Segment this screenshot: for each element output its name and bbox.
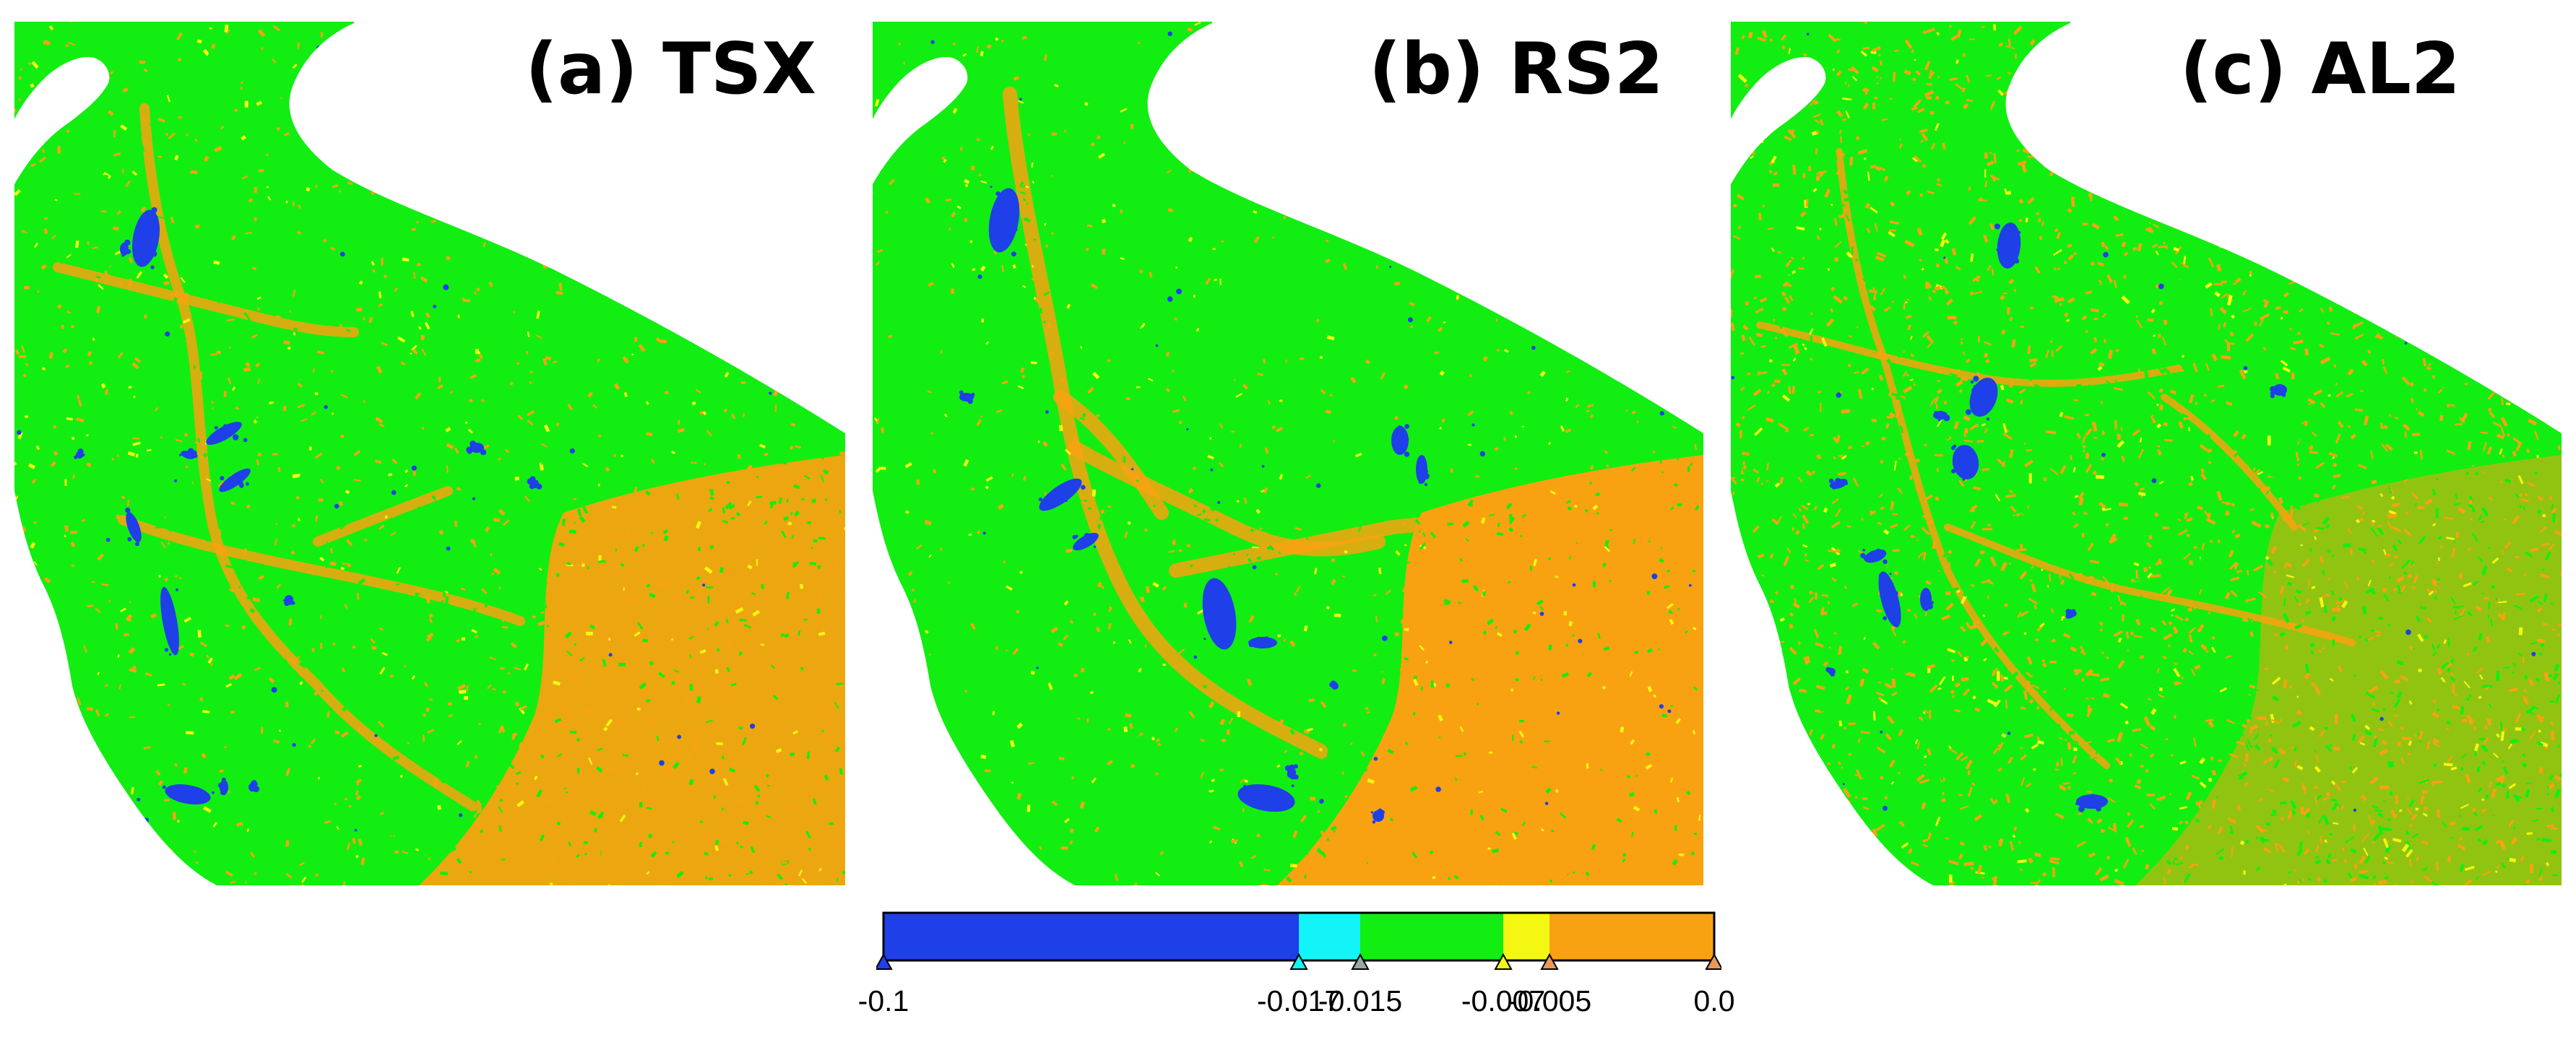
legend-tick-label: -0.007 <box>1461 984 1546 1018</box>
legend-tick-marker <box>876 953 893 970</box>
drainage-channel <box>1003 87 1328 758</box>
legend-tick-marker <box>1494 953 1513 970</box>
map-al2 <box>1731 22 2562 885</box>
legend-class-swatch <box>883 913 1299 960</box>
legend-tick-label: -0.1 <box>857 984 909 1018</box>
high-deformation-spots <box>873 31 1696 824</box>
drainage-channel <box>53 262 359 337</box>
drainage-channel <box>313 486 453 547</box>
map-tsx <box>14 22 845 885</box>
panel-title-tsx: (a) TSX <box>525 28 816 110</box>
legend-class-swatch <box>1360 913 1503 960</box>
map-rs2 <box>873 22 1703 885</box>
deformation-spot <box>1237 784 1295 812</box>
deformation-spot <box>1997 222 2021 269</box>
deformation-spot <box>1202 578 1237 650</box>
legend-tick-label: 0.0 <box>1693 984 1735 1018</box>
deformation-spot <box>206 421 242 446</box>
drainage-channel <box>1068 441 1386 557</box>
deformation-spot <box>2076 794 2108 809</box>
legend-class-swatch <box>1550 913 1714 960</box>
legend-tick-label: -0.005 <box>1507 984 1592 1018</box>
legend-tick-marker <box>1289 953 1308 970</box>
drainage-channel <box>2161 394 2298 531</box>
subsidence-zone <box>419 455 845 885</box>
high-deformation-spots <box>1731 32 2536 857</box>
map-panel-tsx: (a) TSX <box>14 22 845 885</box>
deformation-spot <box>160 586 179 656</box>
color-legend-bar <box>876 911 1721 970</box>
subsidence-zone <box>1277 455 1703 885</box>
legend-tick-marker <box>1705 953 1721 970</box>
drainage-channel <box>1053 390 1169 520</box>
drainage-channel <box>1836 148 2110 769</box>
map-panel-al2: (c) AL2 <box>1731 22 2562 885</box>
drainage-channel <box>118 515 525 626</box>
legend-tick-label: -0.015 <box>1318 984 1403 1018</box>
drainage-channel <box>1756 321 2182 387</box>
panel-title-rs2: (b) RS2 <box>1368 28 1664 110</box>
deformation-spot <box>1391 426 1409 455</box>
legend-class-swatch <box>1299 913 1360 960</box>
legend-tick-marker <box>1540 953 1559 970</box>
map-panel-rs2: (b) RS2 <box>873 22 1703 885</box>
high-deformation-spots <box>17 22 836 832</box>
legend-class-swatch <box>1503 913 1550 960</box>
legend-tick-marker <box>1351 953 1370 970</box>
drainage-channel <box>1169 491 1530 578</box>
drainage-channel <box>1944 524 2356 646</box>
deformation-spot <box>1039 478 1082 511</box>
panel-title-al2: (c) AL2 <box>2179 28 2460 110</box>
color-legend: -0.1 -0.017 -0.015 -0.007 -0.005 0.0 <box>858 908 1735 1024</box>
drainage-channel <box>139 103 482 814</box>
deformation-spot <box>1952 445 1979 480</box>
deformation-spot <box>1864 549 1887 563</box>
legend-tick-label: -0.017 <box>1256 984 1341 1018</box>
deformation-spot <box>1878 571 1901 628</box>
